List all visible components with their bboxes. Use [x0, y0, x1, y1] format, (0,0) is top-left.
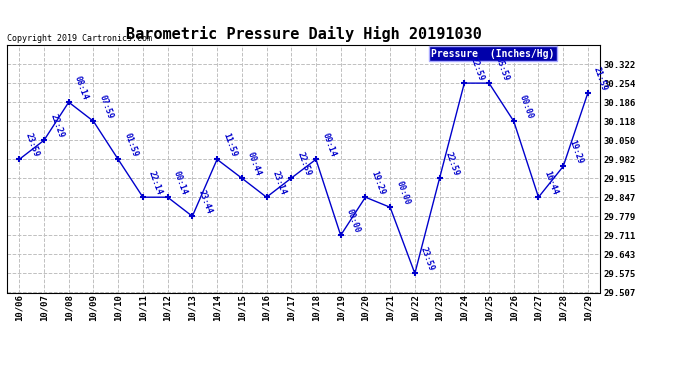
Text: 00:00: 00:00 — [394, 180, 411, 207]
Text: 19:29: 19:29 — [567, 139, 584, 166]
Text: 22:59: 22:59 — [295, 151, 313, 177]
Text: 00:14: 00:14 — [172, 170, 189, 196]
Text: 00:44: 00:44 — [246, 151, 263, 177]
Text: 22:14: 22:14 — [147, 170, 164, 196]
Text: 11:59: 11:59 — [221, 132, 238, 159]
Title: Barometric Pressure Daily High 20191030: Barometric Pressure Daily High 20191030 — [126, 27, 482, 42]
Text: Pressure  (Inches/Hg): Pressure (Inches/Hg) — [431, 49, 555, 59]
Text: 00:00: 00:00 — [518, 94, 535, 120]
Text: 22:29: 22:29 — [48, 113, 65, 140]
Text: 23:59: 23:59 — [23, 132, 41, 159]
Text: 22:59: 22:59 — [444, 151, 461, 177]
Text: 23:14: 23:14 — [270, 170, 288, 196]
Text: 08:14: 08:14 — [73, 75, 90, 101]
Text: 07:59: 07:59 — [97, 94, 115, 120]
Text: 05:59: 05:59 — [493, 56, 510, 82]
Text: 21:59: 21:59 — [592, 65, 609, 92]
Text: 23:59: 23:59 — [419, 246, 436, 273]
Text: 16:44: 16:44 — [542, 170, 560, 196]
Text: Copyright 2019 Cartronics.com: Copyright 2019 Cartronics.com — [7, 33, 152, 42]
Text: 22:59: 22:59 — [469, 56, 486, 82]
Text: 19:29: 19:29 — [370, 170, 386, 196]
Text: 01:59: 01:59 — [122, 132, 139, 159]
Text: 09:14: 09:14 — [320, 132, 337, 159]
Text: 23:44: 23:44 — [197, 189, 213, 216]
Text: 00:00: 00:00 — [345, 208, 362, 234]
